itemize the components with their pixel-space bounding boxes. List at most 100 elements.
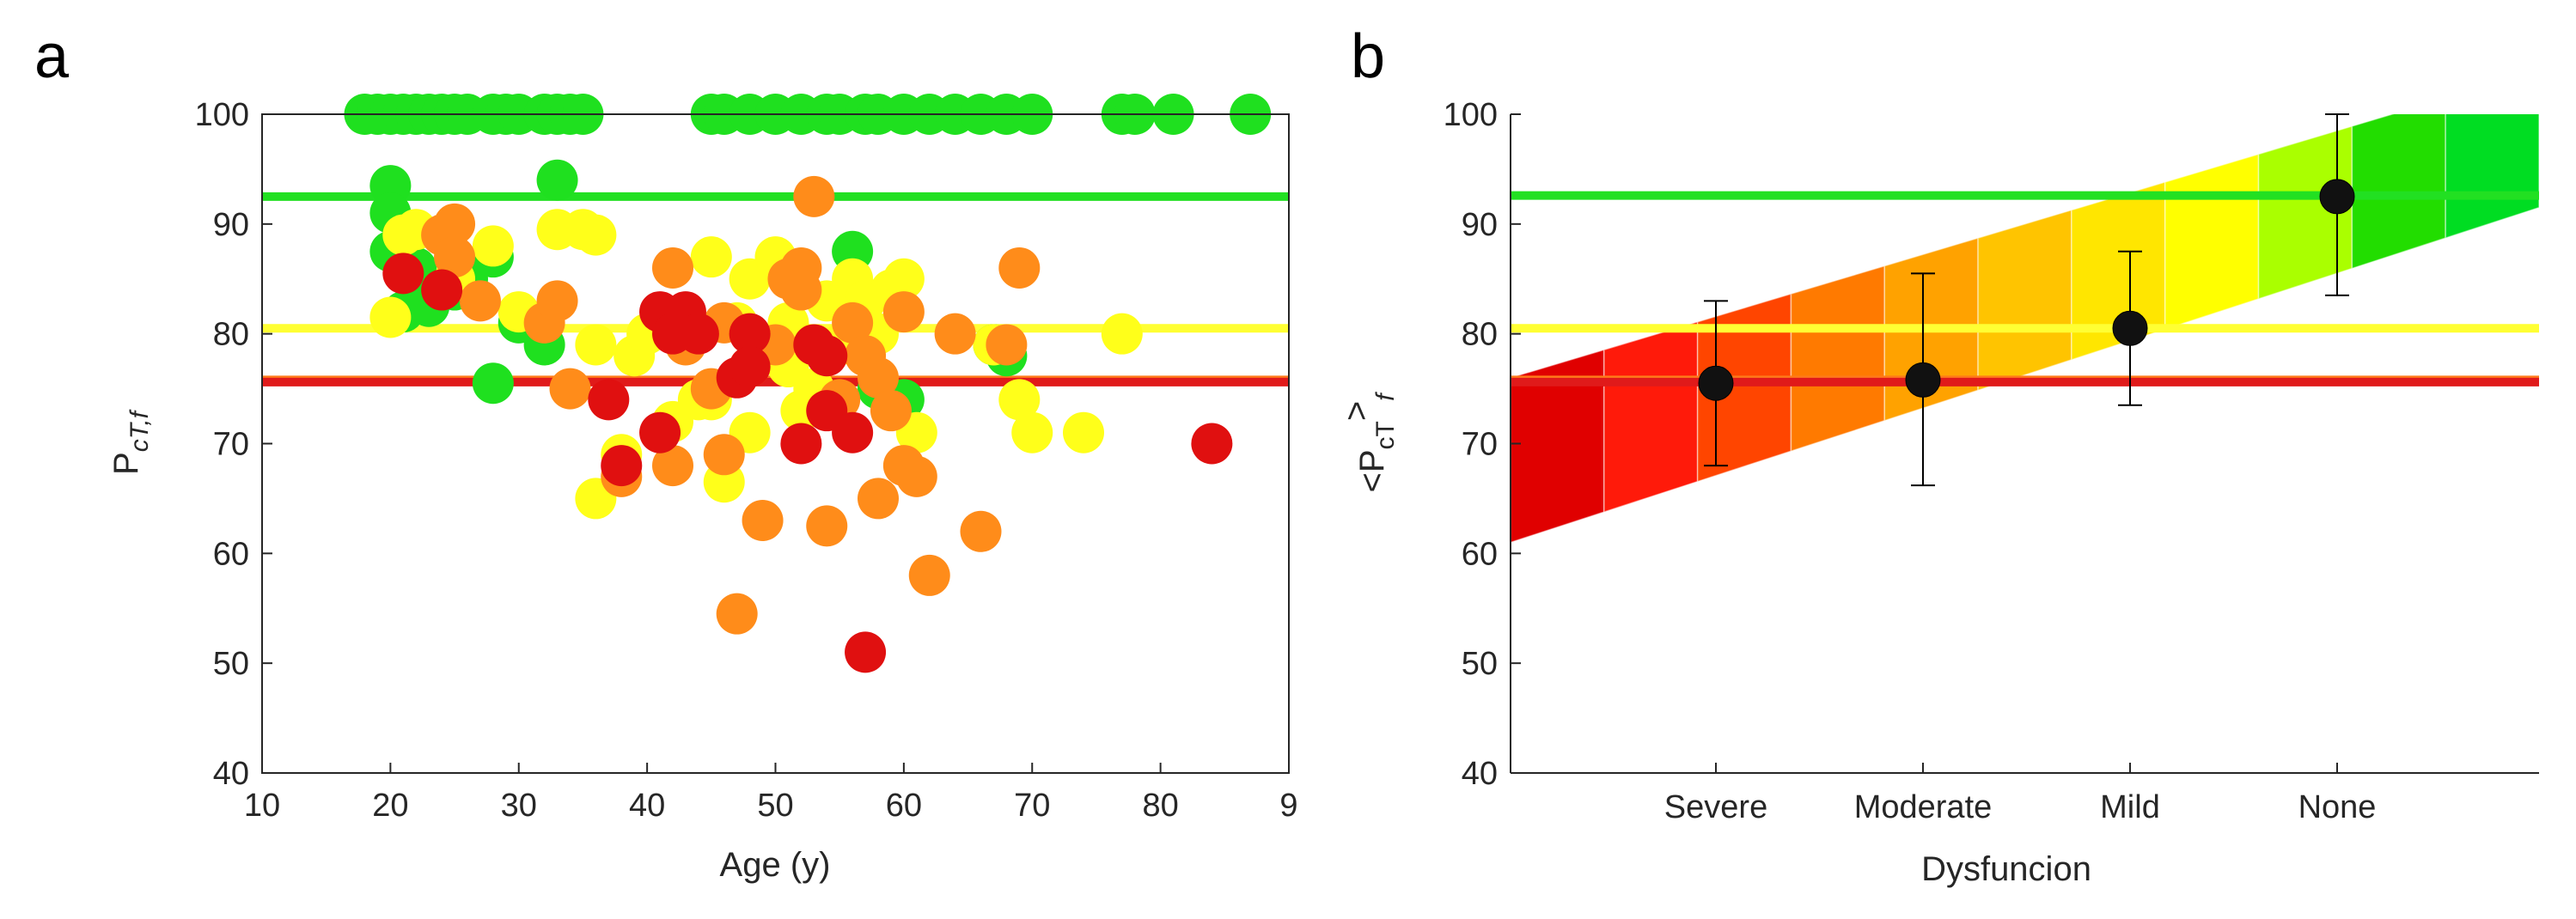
point-moderate bbox=[806, 505, 848, 547]
panel-b-y-ticks: 40 50 60 70 80 90 100 bbox=[1444, 97, 1521, 792]
point-moderate bbox=[998, 246, 1041, 289]
point-severe bbox=[382, 253, 424, 295]
point-moderate bbox=[434, 236, 476, 278]
panel-a-y-tick-label: 40 bbox=[213, 756, 249, 792]
panel-a-y-label: PcT,f bbox=[107, 409, 154, 475]
panel-a-x-ticks: 10 20 30 40 50 60 70 80 9 bbox=[244, 763, 1298, 824]
panel-a-points bbox=[344, 94, 1272, 673]
panel-a-y-label-sub: cT,f bbox=[125, 409, 154, 452]
point-moderate bbox=[434, 203, 476, 245]
panel-a-y-ticks: 40 50 60 70 80 90 100 bbox=[195, 97, 272, 792]
point-moderate bbox=[780, 269, 822, 311]
panel-b-x-label: Dysfuncion bbox=[1921, 850, 2091, 888]
panel-a-y-label-main: P bbox=[107, 452, 145, 475]
point-mild bbox=[1011, 411, 1053, 453]
category-label-mild: Mild bbox=[2100, 789, 2160, 825]
point-moderate bbox=[882, 291, 925, 333]
point-mild bbox=[998, 379, 1041, 421]
point-mild bbox=[690, 236, 732, 278]
point-severe bbox=[601, 445, 643, 487]
panel-b-y-tick-label: 40 bbox=[1462, 756, 1498, 792]
point-moderate bbox=[895, 455, 937, 497]
panel-b-y-label-close: > bbox=[1338, 401, 1376, 421]
point-severe bbox=[845, 631, 887, 673]
panel-b-chart: Severe Moderate Mild None 40 50 60 70 80 90 100 D… bbox=[1338, 97, 2539, 888]
point-mild bbox=[472, 225, 514, 267]
point-mild bbox=[575, 324, 617, 366]
panel-b-y-label-main: <P bbox=[1353, 449, 1391, 492]
mean-marker-mild bbox=[2112, 310, 2148, 346]
category-label-severe: Severe bbox=[1664, 789, 1767, 825]
panel-b-y-tick-label: 60 bbox=[1462, 536, 1498, 572]
panel-a-y-tick-label: 80 bbox=[213, 317, 249, 353]
point-none bbox=[472, 362, 514, 405]
panel-b-reference-lines bbox=[1511, 191, 2539, 386]
point-mild bbox=[882, 258, 925, 300]
panel-a-x-tick-label: 10 bbox=[244, 788, 280, 824]
panel-a-x-tick-label: 40 bbox=[629, 788, 665, 824]
point-moderate bbox=[703, 434, 745, 476]
point-mild bbox=[1101, 313, 1143, 355]
panel-a-x-tick-label: 70 bbox=[1014, 788, 1050, 824]
point-severe bbox=[832, 411, 874, 453]
panel-b-x-ticks: Severe Moderate Mild None bbox=[1664, 763, 2377, 825]
panel-a-x-tick-label: 50 bbox=[757, 788, 793, 824]
panel-b-band-strip bbox=[1603, 320, 1699, 514]
mean-marker-none bbox=[2319, 179, 2355, 215]
panel-b-y-tick-label: 80 bbox=[1462, 317, 1498, 353]
panel-b-y-label: <PcT>f bbox=[1338, 392, 1400, 493]
panel-a-x-tick-label: 9 bbox=[1279, 788, 1297, 824]
point-moderate bbox=[870, 390, 912, 432]
panel-a-x-label: Age (y) bbox=[720, 846, 831, 884]
panel-a-x-tick-label: 80 bbox=[1142, 788, 1178, 824]
panel-letter-b: b bbox=[1351, 22, 1385, 91]
panel-b-means bbox=[1698, 179, 2355, 401]
point-moderate bbox=[716, 593, 758, 635]
panel-a-x-tick-label: 60 bbox=[886, 788, 922, 824]
point-moderate bbox=[960, 510, 1002, 552]
panel-a-x-tick-label: 30 bbox=[501, 788, 537, 824]
point-severe bbox=[421, 269, 463, 311]
mean-marker-moderate bbox=[1905, 362, 1941, 398]
panel-a-y-tick-label: 90 bbox=[213, 207, 249, 243]
panel-b-y-tick-label: 70 bbox=[1462, 427, 1498, 463]
panel-letter-a: a bbox=[34, 22, 70, 91]
panel-b-y-label-sub-ct: cT bbox=[1371, 421, 1400, 449]
point-none bbox=[536, 159, 578, 201]
panel-b-y-tick-label: 50 bbox=[1462, 646, 1498, 682]
point-moderate bbox=[858, 478, 899, 520]
panel-b-band-strip bbox=[2351, 114, 2446, 270]
point-severe bbox=[1191, 423, 1233, 465]
panel-b-y-label-sub-f: f bbox=[1371, 392, 1400, 401]
point-mild bbox=[575, 214, 617, 256]
panel-a-y-tick-label: 60 bbox=[213, 536, 249, 572]
point-severe bbox=[729, 313, 771, 355]
point-severe bbox=[588, 379, 630, 421]
point-mild bbox=[369, 296, 412, 338]
panel-b-band-strips bbox=[1511, 114, 2539, 544]
panel-a-y-tick-label: 70 bbox=[213, 427, 249, 463]
panel-b-y-tick-label: 90 bbox=[1462, 207, 1498, 243]
category-label-moderate: Moderate bbox=[1854, 789, 1993, 825]
panel-b-y-tick-label: 100 bbox=[1444, 97, 1498, 133]
point-moderate bbox=[858, 356, 899, 399]
point-moderate bbox=[652, 246, 693, 289]
point-moderate bbox=[652, 445, 693, 487]
panel-b-band-strip bbox=[1977, 209, 2072, 392]
panel-b-band-strip bbox=[1790, 265, 1886, 453]
panel-a-y-tick-label: 50 bbox=[213, 646, 249, 682]
point-severe bbox=[806, 335, 848, 377]
panel-b-gradient-band bbox=[1511, 114, 2539, 544]
panel-a-y-tick-label: 100 bbox=[195, 97, 249, 133]
point-mild bbox=[1063, 411, 1104, 453]
point-severe bbox=[677, 313, 719, 355]
category-label-none: None bbox=[2298, 789, 2377, 825]
point-moderate bbox=[832, 301, 874, 344]
panel-a-chart: 10 20 30 40 50 60 70 80 9 40 50 60 70 80 90 100 Age (y… bbox=[107, 94, 1298, 884]
point-moderate bbox=[536, 280, 578, 322]
panel-b-band-strip bbox=[2164, 153, 2260, 331]
point-moderate bbox=[459, 280, 501, 322]
point-severe bbox=[639, 411, 681, 453]
panel-a-x-tick-label: 20 bbox=[372, 788, 408, 824]
